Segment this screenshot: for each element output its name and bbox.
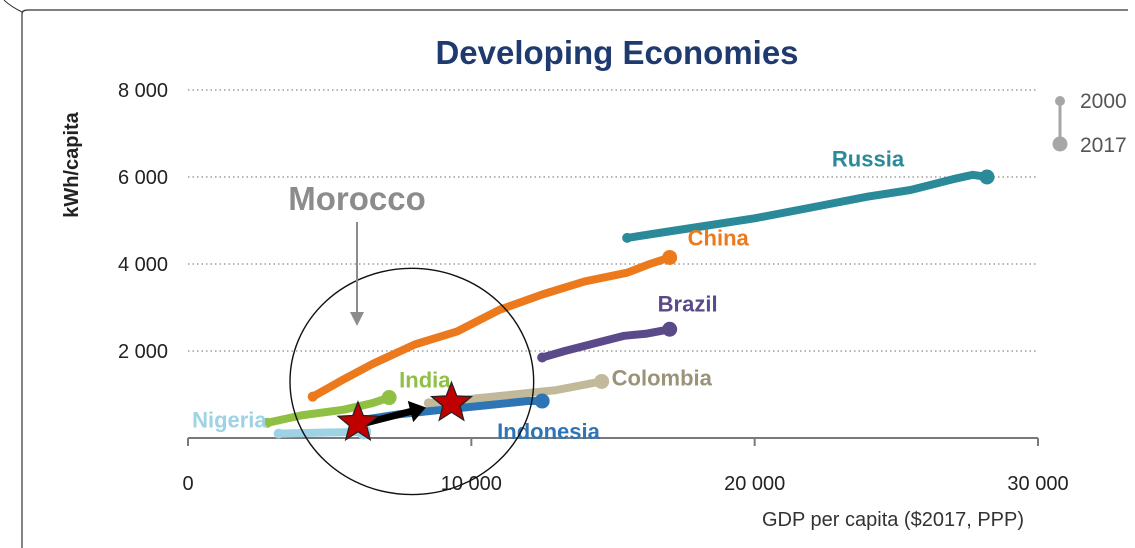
morocco-star-start (336, 400, 380, 442)
series-start-marker-brazil (537, 352, 548, 363)
series-end-marker-brazil (662, 321, 678, 337)
series-end-marker-indonesia (534, 393, 550, 409)
series-start-marker-india (262, 417, 273, 428)
series-end-marker-china (662, 249, 678, 265)
series-start-marker-nigeria (273, 428, 284, 439)
series-end-marker-india (381, 390, 397, 406)
annotations: Morocco (288, 180, 535, 496)
series-labels: Russia China Brazil Colombia India Indonesia N… (192, 147, 905, 444)
series-label-indonesia: Indonesia (497, 419, 600, 444)
series-line-india (263, 393, 394, 427)
morocco-ellipse (289, 267, 535, 496)
series-label-nigeria: Nigeria (192, 408, 267, 433)
series-label-colombia: Colombia (612, 365, 713, 390)
series-start-marker-china (307, 391, 318, 402)
legend-end-label: 2017 (1080, 134, 1127, 157)
series-line-brazil (538, 325, 674, 362)
morocco-trajectory-arrow (363, 408, 414, 427)
x-tick-label: 0 (182, 473, 193, 495)
y-axis-label: kWh/capita (61, 111, 83, 217)
legend-end-marker (1052, 136, 1068, 152)
morocco-label: Morocco (288, 180, 426, 217)
y-tick-label: 8 000 (118, 80, 168, 102)
series-end-marker-russia (979, 169, 995, 185)
series-label-brazil: Brazil (658, 291, 718, 316)
chart-title: Developing Economies (435, 34, 798, 71)
series-label-india: India (399, 368, 451, 393)
x-tick-label: 20 000 (724, 473, 785, 495)
x-axis-label: GDP per capita ($2017, PPP) (762, 509, 1024, 531)
morocco-arrow-head (350, 312, 364, 326)
legend: 2000 2017 (1052, 90, 1127, 157)
morocco-trajectory-arrowhead (407, 400, 426, 423)
series-line-russia (623, 170, 991, 242)
series-start-marker-russia (622, 232, 633, 243)
chart-frame-corner (3, 0, 23, 13)
series-line-china (308, 253, 674, 401)
y-tick-label: 4 000 (118, 254, 168, 276)
series-label-russia: Russia (832, 147, 905, 172)
series-start-marker-colombia (423, 398, 434, 409)
tick-labels: 2 000 4 000 6 000 8 000 0 10 000 20 000 30 000 (118, 80, 1069, 495)
axes (187, 437, 1039, 446)
legend-start-marker (1055, 96, 1065, 106)
chart-frame (21, 9, 1128, 548)
series-end-marker-colombia (594, 373, 610, 389)
y-tick-label: 6 000 (118, 167, 168, 189)
morocco-star-end (429, 380, 474, 422)
legend-start-label: 2000 (1080, 90, 1127, 113)
y-tick-label: 2 000 (118, 341, 168, 363)
series-label-china: China (688, 225, 750, 250)
x-tick-label: 10 000 (441, 473, 502, 495)
x-tick-label: 30 000 (1007, 473, 1068, 495)
